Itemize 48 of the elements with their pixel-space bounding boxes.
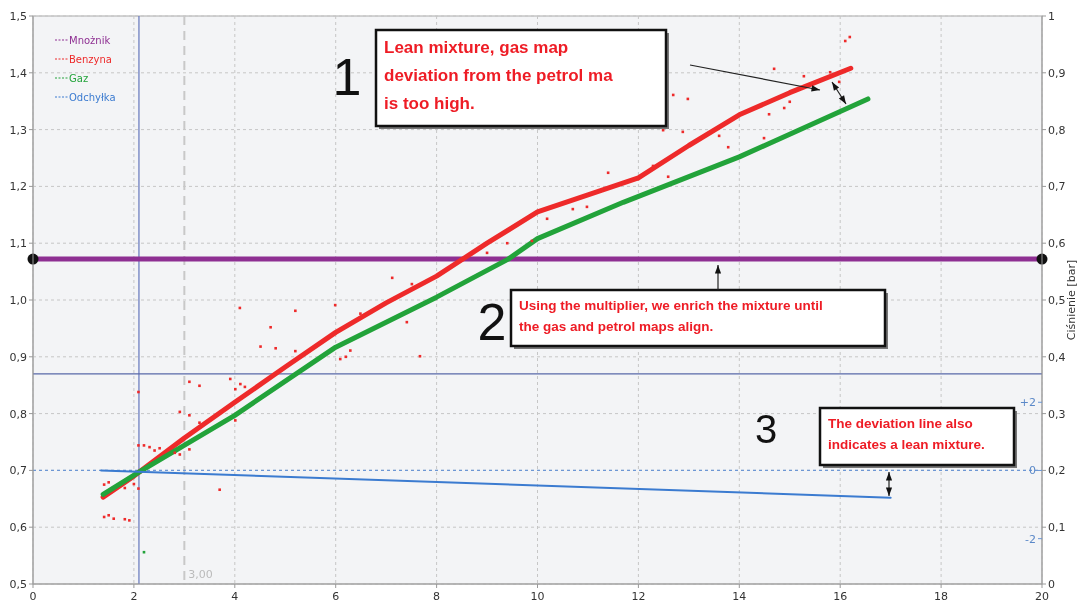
annotation: Using the multiplier, we enrich the mixture until the gas and petrol maps align. (519, 297, 823, 334)
y-tick-label: 1,0 (9, 294, 27, 307)
x-tick-label: 16 (833, 590, 848, 603)
annotation: 1 (332, 48, 362, 106)
x-tick-label: 2 (130, 590, 138, 603)
x-tick-label: 10 (530, 590, 545, 603)
legend-label: Benzyna (69, 54, 112, 65)
y-tick-label: 1,5 (9, 10, 27, 23)
y-tick-label: 0,7 (9, 464, 27, 478)
y2-tick-label: 0,2 (1048, 464, 1066, 478)
y2-tick-label: 0,6 (1048, 237, 1066, 251)
y2-tick-label: 0,8 (1048, 123, 1066, 137)
y-tick-label: 1,1 (9, 237, 27, 251)
x-tick-label: 18 (934, 590, 949, 603)
y-tick-label: 1,4 (9, 66, 27, 80)
y2-tick-label: 0,1 (1048, 521, 1066, 535)
y3-tick-label: +2 (1019, 396, 1036, 410)
y-tick-label: 1,3 (9, 123, 27, 137)
y2-tick-label: 0,3 (1048, 407, 1066, 421)
y-tick-label: 0,9 (9, 350, 27, 364)
y2-tick-label: 0,4 (1048, 350, 1066, 364)
y2-tick-label: 1 (1048, 10, 1055, 23)
y2-tick-label: 0,5 (1048, 294, 1066, 307)
y-tick-label: 0,5 (9, 578, 27, 591)
legend-label: Odchyłka (69, 92, 116, 103)
annotation: Lean mixture, gas map deviation from the petrol ma is too high. (384, 38, 614, 113)
y2-axis-title: Ciśnienie [bar] (1065, 259, 1078, 341)
x-tick-label: 20 (1035, 590, 1049, 603)
x-tick-label: 0 (29, 590, 37, 603)
legend-label: Mnożnik (69, 35, 111, 46)
ref-line-label: 3,00 (188, 568, 213, 581)
y3-tick-label: -2 (1025, 532, 1036, 546)
y-tick-label: 0,8 (9, 407, 27, 421)
y-tick-label: 1,2 (9, 180, 27, 194)
annotation: 3 (754, 407, 778, 451)
y2-tick-label: 0,7 (1048, 180, 1066, 194)
x-tick-label: 4 (231, 590, 239, 603)
annotation: 2 (477, 293, 507, 351)
y3-tick-label: 0 (1029, 464, 1036, 478)
x-tick-label: 14 (732, 590, 747, 603)
annotation: The deviation line also indicates a lean mixture. (828, 415, 985, 452)
y2-tick-label: 0 (1048, 578, 1055, 591)
x-tick-label: 6 (332, 590, 340, 603)
y2-tick-label: 0,9 (1048, 66, 1066, 80)
x-tick-label: 8 (433, 590, 441, 603)
legend-label: Gaz (69, 73, 89, 84)
x-tick-label: 12 (631, 590, 646, 603)
y-tick-label: 0,6 (9, 521, 27, 535)
